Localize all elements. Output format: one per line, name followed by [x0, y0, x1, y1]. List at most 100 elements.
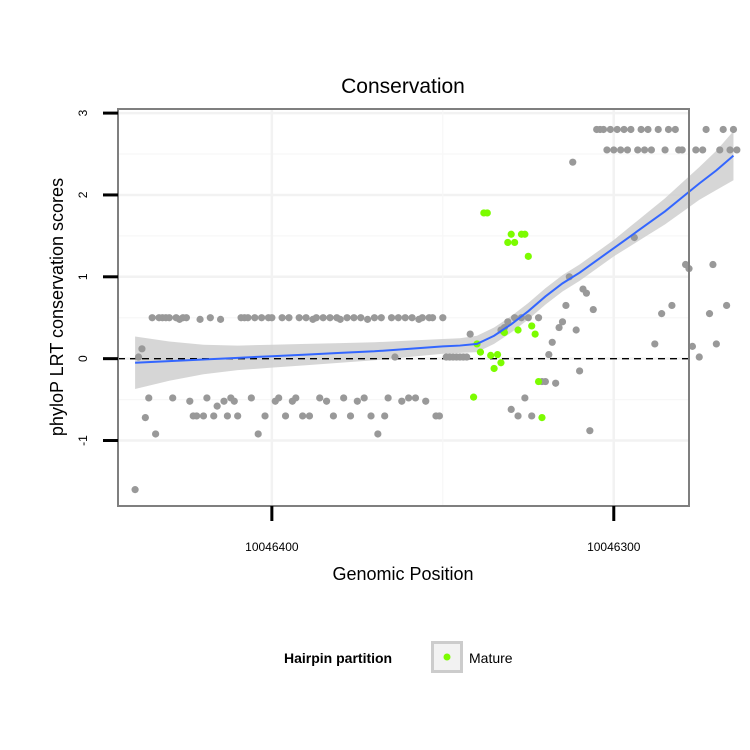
data-point-other — [230, 397, 238, 405]
data-point-other — [428, 314, 437, 322]
data-point-other — [705, 310, 714, 318]
plot-background — [118, 109, 689, 506]
data-point-other — [367, 412, 375, 420]
data-point-other — [360, 394, 368, 402]
data-point-other — [138, 345, 146, 353]
data-point-other — [521, 394, 529, 402]
data-point-other — [627, 125, 635, 134]
data-point-other — [603, 146, 611, 154]
data-point-other — [295, 314, 303, 322]
data-point-other — [247, 394, 255, 402]
data-point-other — [534, 314, 543, 322]
data-point-other — [322, 397, 331, 405]
data-point-mature — [524, 252, 532, 260]
data-point-other — [223, 412, 232, 420]
data-point-other — [244, 314, 252, 322]
data-point-other — [234, 412, 242, 420]
data-point-other — [606, 125, 614, 134]
data-point-other — [620, 125, 628, 134]
data-point-other — [254, 430, 262, 438]
data-point-mature — [538, 413, 546, 422]
data-point-mature — [483, 209, 491, 217]
data-point-other — [524, 314, 532, 322]
data-point-other — [668, 301, 676, 310]
data-point-other — [281, 412, 290, 420]
data-point-other — [213, 402, 221, 410]
data-point-other — [193, 412, 201, 420]
data-point-other — [210, 412, 218, 420]
data-point-other — [617, 146, 625, 154]
data-point-other — [699, 146, 707, 154]
data-point-other — [268, 314, 276, 322]
data-point-other — [439, 314, 447, 322]
data-point-other — [374, 430, 382, 438]
y-tick-label: 3 — [76, 109, 90, 116]
other-points-layer — [131, 125, 741, 494]
data-point-mature — [490, 364, 498, 373]
data-point-other — [285, 314, 293, 322]
data-point-other — [548, 338, 556, 346]
data-point-other — [411, 394, 420, 402]
x-tick-label: 10046300 — [587, 540, 641, 554]
y-axis-title: phyloP LRT conservation scores — [47, 178, 67, 436]
data-point-mature — [476, 348, 485, 356]
data-point-other — [545, 350, 553, 359]
data-point-other — [131, 486, 139, 494]
data-point-other — [671, 125, 679, 134]
data-point-other — [709, 260, 717, 269]
data-point-other — [610, 146, 618, 154]
x-tick-label: 10046400 — [245, 540, 299, 554]
legend-label-mature: Mature — [469, 650, 513, 666]
data-point-mature — [493, 350, 502, 359]
data-point-other — [664, 125, 673, 134]
data-point-other — [394, 314, 402, 322]
data-point-mature — [521, 230, 529, 238]
data-point-other — [343, 314, 351, 322]
data-point-other — [572, 326, 580, 334]
data-point-mature — [487, 351, 495, 359]
data-point-mature — [511, 238, 519, 247]
data-point-other — [558, 318, 567, 326]
data-point-other — [463, 353, 471, 361]
data-point-other — [141, 413, 149, 422]
data-point-other — [216, 315, 225, 323]
data-point-other — [654, 125, 662, 134]
data-point-other — [302, 314, 310, 322]
data-point-other — [582, 289, 591, 297]
data-point-other — [716, 146, 724, 154]
data-point-other — [528, 412, 536, 420]
data-point-other — [695, 353, 703, 361]
data-point-other — [220, 397, 228, 405]
data-point-other — [370, 314, 379, 322]
confidence-band — [135, 131, 734, 389]
data-point-other — [466, 330, 474, 338]
data-point-other — [552, 379, 560, 387]
data-point-other — [292, 394, 300, 402]
data-point-other — [729, 125, 738, 134]
y-tick-label: 0 — [76, 355, 90, 362]
data-point-mature — [514, 326, 522, 334]
confidence-band-layer — [135, 131, 734, 389]
data-point-other — [658, 310, 666, 318]
data-point-other — [514, 412, 522, 420]
data-point-other — [435, 412, 444, 420]
data-point-other — [613, 125, 621, 134]
data-point-other — [719, 125, 727, 134]
data-point-other — [357, 314, 365, 322]
x-axis: 10046400 10046300 — [245, 506, 641, 554]
data-point-other — [723, 301, 731, 310]
data-point-other — [206, 314, 214, 322]
legend: Hairpin partition Mature — [284, 641, 513, 673]
data-point-other — [148, 314, 156, 322]
data-point-other — [278, 314, 286, 322]
data-point-other — [692, 146, 700, 154]
data-point-other — [634, 146, 642, 154]
data-point-other — [363, 315, 372, 323]
data-point-other — [661, 146, 669, 154]
data-point-mature — [531, 330, 539, 338]
data-point-other — [541, 377, 549, 386]
data-point-other — [401, 314, 409, 322]
data-point-other — [275, 394, 283, 402]
smooth-line — [135, 154, 735, 364]
